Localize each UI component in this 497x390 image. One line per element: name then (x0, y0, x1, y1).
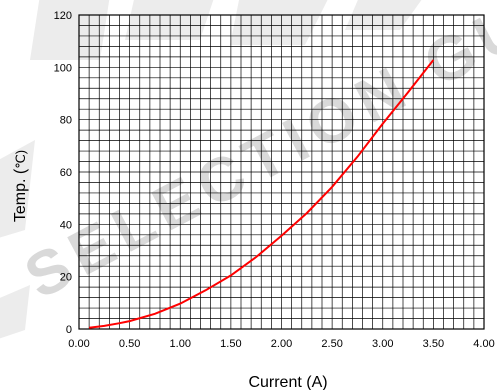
y-axis-label-group: Temp. (℃) (12, 150, 29, 222)
y-tick-label: 0 (66, 324, 72, 336)
plot-frame (78, 14, 485, 330)
y-axis-label-text: Temp. ( (12, 168, 29, 222)
x-tick-label: 3.50 (423, 338, 444, 350)
y-tick-label: 100 (54, 62, 72, 74)
x-tick-label: 2.00 (271, 338, 292, 350)
plot-grid (79, 15, 484, 329)
series-line (88, 59, 435, 329)
x-tick-label: 2.50 (321, 338, 342, 350)
watermark: SELECTION GUIDE (0, 0, 497, 339)
x-tick-label: 0.00 (68, 338, 89, 350)
y-tick-labels: 0 20 40 60 80 100 120 (54, 10, 72, 336)
x-tick-label: 3.00 (372, 338, 393, 350)
x-tick-label: 4.00 (473, 338, 494, 350)
x-tick-label: 0.50 (119, 338, 140, 350)
y-tick-label: 40 (60, 219, 72, 231)
y-tick-label: 20 (60, 272, 72, 284)
x-tick-label: 1.50 (220, 338, 241, 350)
y-axis-label-unit: ℃) (13, 150, 28, 169)
y-tick-label: 80 (60, 115, 72, 127)
y-tick-label: 120 (54, 10, 72, 22)
y-tick-label: 60 (60, 167, 72, 179)
x-tick-labels: 0.00 0.50 1.00 1.50 2.00 2.50 3.00 3.50 4.00 (68, 338, 494, 350)
y-axis-label: Temp. (℃) (12, 150, 29, 222)
x-axis-label: Current (A) (248, 374, 327, 390)
x-tick-label: 1.00 (170, 338, 191, 350)
